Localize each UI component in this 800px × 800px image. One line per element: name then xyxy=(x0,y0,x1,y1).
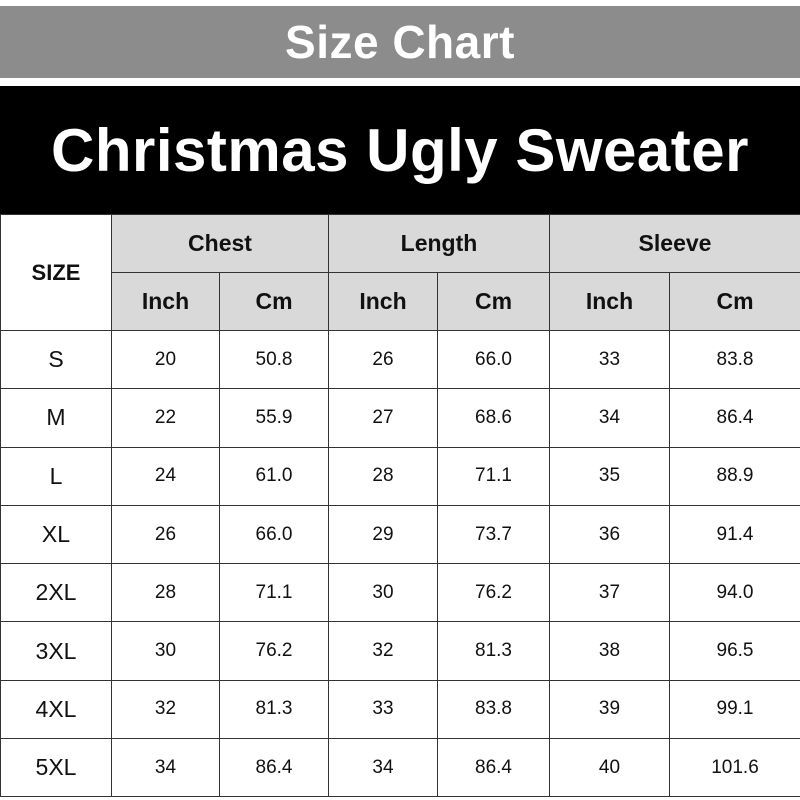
sleeve-group-header: Sleeve xyxy=(549,214,800,273)
table-row: 5XL 34 86.4 34 86.4 40 101.6 xyxy=(0,738,800,798)
size-cell: 2XL xyxy=(0,563,112,623)
chest-inch-cell: 24 xyxy=(111,446,220,506)
length-inch-header: Inch xyxy=(328,272,438,331)
sleeve-cm-cell: 91.4 xyxy=(669,504,800,565)
sleeve-inch-cell: 39 xyxy=(549,679,670,740)
sleeve-cm-cell: 101.6 xyxy=(669,738,800,798)
length-cm-cell: 68.6 xyxy=(437,388,550,448)
table-row: M 22 55.9 27 68.6 34 86.4 xyxy=(0,388,800,448)
chest-cm-cell: 55.9 xyxy=(219,388,329,448)
table-row: S 20 50.8 26 66.0 33 83.8 xyxy=(0,329,800,390)
length-cm-header: Cm xyxy=(437,272,550,331)
chest-inch-cell: 20 xyxy=(111,329,220,390)
sleeve-inch-cell: 36 xyxy=(549,504,670,565)
chest-cm-cell: 81.3 xyxy=(219,679,329,740)
length-cm-cell: 76.2 xyxy=(437,563,550,623)
chest-inch-cell: 34 xyxy=(111,738,220,798)
size-cell: 4XL xyxy=(0,679,112,740)
length-group-header: Length xyxy=(328,214,550,273)
sleeve-inch-cell: 40 xyxy=(549,738,670,798)
length-cm-cell: 86.4 xyxy=(437,738,550,798)
sleeve-cm-cell: 86.4 xyxy=(669,388,800,448)
chest-cm-cell: 76.2 xyxy=(219,621,329,681)
chest-cm-cell: 61.0 xyxy=(219,446,329,506)
size-chart-title: Size Chart xyxy=(0,6,800,78)
product-title: Christmas Ugly Sweater xyxy=(0,86,800,214)
chest-inch-cell: 28 xyxy=(111,563,220,623)
sleeve-cm-cell: 94.0 xyxy=(669,563,800,623)
size-column-header: SIZE xyxy=(0,214,112,331)
length-inch-cell: 26 xyxy=(328,329,438,390)
table-row: 2XL 28 71.1 30 76.2 37 94.0 xyxy=(0,563,800,623)
length-inch-cell: 30 xyxy=(328,563,438,623)
length-cm-cell: 71.1 xyxy=(437,446,550,506)
sleeve-cm-cell: 88.9 xyxy=(669,446,800,506)
sleeve-inch-cell: 33 xyxy=(549,329,670,390)
chest-group-header: Chest xyxy=(111,214,329,273)
size-cell: L xyxy=(0,446,112,506)
sleeve-inch-cell: 37 xyxy=(549,563,670,623)
size-cell: M xyxy=(0,388,112,448)
chest-inch-cell: 30 xyxy=(111,621,220,681)
size-cell: 3XL xyxy=(0,621,112,681)
sleeve-inch-header: Inch xyxy=(549,272,670,331)
chest-inch-header: Inch xyxy=(111,272,220,331)
chest-cm-cell: 86.4 xyxy=(219,738,329,798)
size-cell: S xyxy=(0,329,112,390)
chest-cm-cell: 50.8 xyxy=(219,329,329,390)
chest-cm-header: Cm xyxy=(219,272,329,331)
length-inch-cell: 32 xyxy=(328,621,438,681)
length-cm-cell: 81.3 xyxy=(437,621,550,681)
sleeve-inch-cell: 35 xyxy=(549,446,670,506)
table-row: 3XL 30 76.2 32 81.3 38 96.5 xyxy=(0,621,800,681)
sleeve-inch-cell: 34 xyxy=(549,388,670,448)
length-inch-cell: 34 xyxy=(328,738,438,798)
length-cm-cell: 73.7 xyxy=(437,504,550,565)
chest-cm-cell: 66.0 xyxy=(219,504,329,565)
length-inch-cell: 28 xyxy=(328,446,438,506)
size-cell: XL xyxy=(0,504,112,565)
size-table: SIZE Chest Length Sleeve Inch Cm Inch Cm… xyxy=(0,214,800,798)
chest-inch-cell: 22 xyxy=(111,388,220,448)
sleeve-inch-cell: 38 xyxy=(549,621,670,681)
length-inch-cell: 27 xyxy=(328,388,438,448)
chest-cm-cell: 71.1 xyxy=(219,563,329,623)
sleeve-cm-cell: 83.8 xyxy=(669,329,800,390)
sleeve-cm-cell: 99.1 xyxy=(669,679,800,740)
sleeve-cm-header: Cm xyxy=(669,272,800,331)
table-row: L 24 61.0 28 71.1 35 88.9 xyxy=(0,446,800,506)
length-cm-cell: 83.8 xyxy=(437,679,550,740)
chest-inch-cell: 32 xyxy=(111,679,220,740)
length-cm-cell: 66.0 xyxy=(437,329,550,390)
length-inch-cell: 33 xyxy=(328,679,438,740)
size-cell: 5XL xyxy=(0,738,112,798)
chest-inch-cell: 26 xyxy=(111,504,220,565)
length-inch-cell: 29 xyxy=(328,504,438,565)
sleeve-cm-cell: 96.5 xyxy=(669,621,800,681)
table-row: 4XL 32 81.3 33 83.8 39 99.1 xyxy=(0,679,800,740)
table-row: XL 26 66.0 29 73.7 36 91.4 xyxy=(0,504,800,565)
